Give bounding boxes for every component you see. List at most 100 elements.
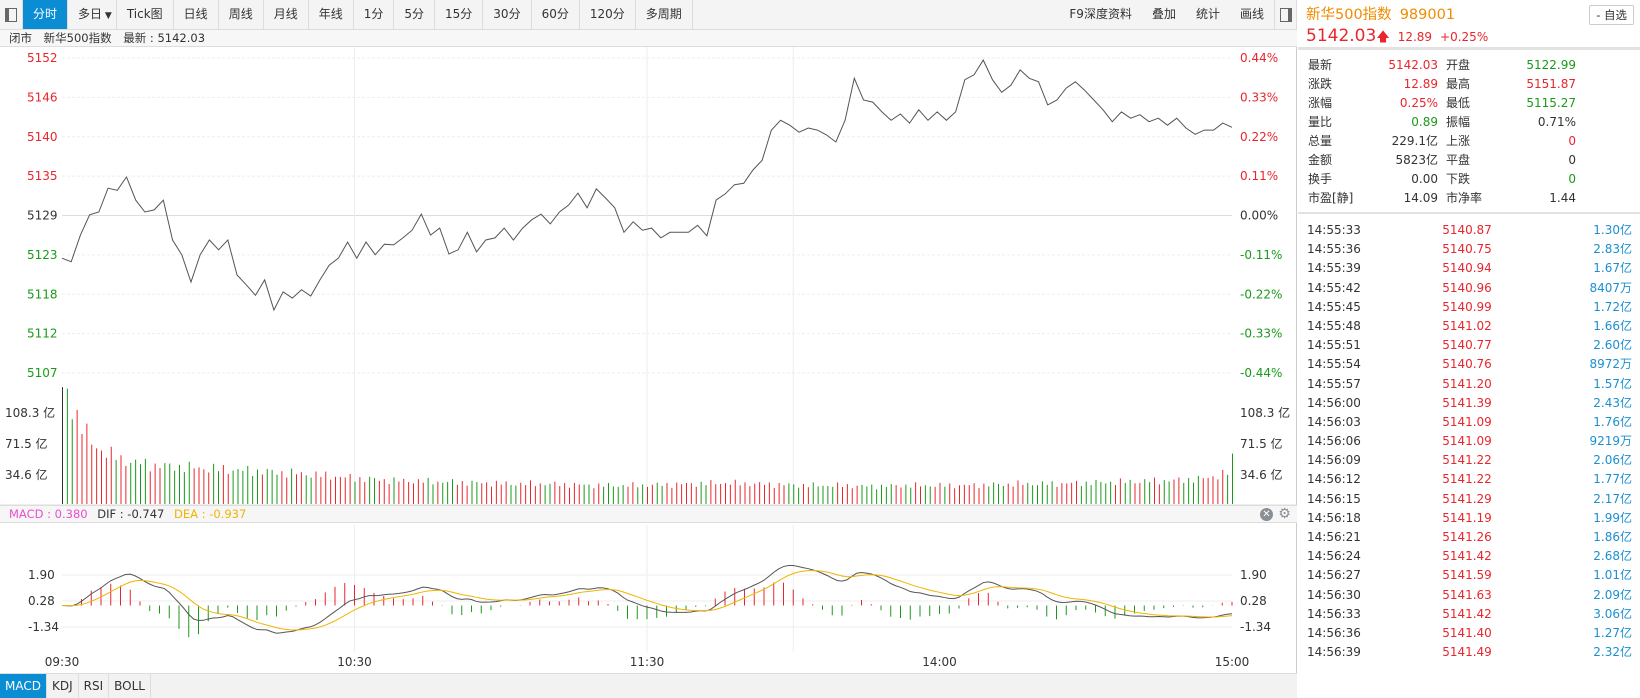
- indicator-tab[interactable]: BOLL: [109, 674, 151, 698]
- panel-icon: [5, 7, 17, 22]
- tick-row: 14:55:36 5140.75 2.83亿: [1307, 240, 1632, 259]
- stat-value: 229.1亿: [1391, 134, 1438, 148]
- macd-header: MACD : 0.380 DIF : -0.747 DEA : -0.937 ✕…: [0, 505, 1297, 523]
- toggle-right-panel-button[interactable]: [1274, 0, 1297, 29]
- tick-price: 5141.19: [1442, 510, 1492, 525]
- stat-value: 5142.03: [1388, 58, 1438, 72]
- pct-axis-label: -0.44%: [1240, 366, 1282, 380]
- indicator-tabs: MACD KDJ RSI BOLL: [0, 673, 1297, 698]
- price-axis-label: 5129: [27, 209, 58, 223]
- period-tab[interactable]: 60分: [532, 0, 580, 29]
- period-tab[interactable]: 月线: [264, 0, 309, 29]
- stat-label: 最高: [1446, 77, 1471, 91]
- tick-price: 5140.96: [1442, 280, 1492, 295]
- tick-price: 5141.63: [1442, 587, 1492, 602]
- tick-time: 14:56:24: [1307, 549, 1361, 564]
- stat-row: 涨跌 12.89 最高 5151.87: [1308, 75, 1632, 94]
- stat-value: 5151.87: [1526, 77, 1576, 91]
- tick-amount: 1.27亿: [1593, 625, 1632, 640]
- period-tab[interactable]: 年线: [309, 0, 354, 29]
- macd-axis-label: -1.34: [1240, 620, 1271, 634]
- tick-price: 5141.09: [1442, 434, 1492, 449]
- period-tab[interactable]: 5分: [394, 0, 436, 29]
- price-axis-label: 5152: [27, 51, 58, 65]
- macd-axis-label: 0.28: [1240, 594, 1267, 608]
- volume-axis-label: 34.6 亿: [1240, 467, 1283, 482]
- tick-price: 5141.22: [1442, 453, 1492, 468]
- tick-time: 14:55:39: [1307, 261, 1361, 276]
- stat-row: 市盈[静] 14.09 市净率 1.44: [1308, 189, 1632, 208]
- tick-time: 14:55:33: [1307, 223, 1361, 237]
- period-tab[interactable]: 分时: [23, 0, 69, 29]
- indicator-tab[interactable]: RSI: [79, 674, 110, 698]
- indicator-tab[interactable]: MACD: [0, 674, 47, 698]
- period-tab[interactable]: 120分: [580, 0, 636, 29]
- macd-axis-label: 1.90: [1240, 568, 1267, 582]
- tick-price: 5141.42: [1442, 606, 1492, 621]
- tick-row: 14:56:27 5141.59 1.01亿: [1307, 566, 1632, 585]
- pct-axis-label: 0.11%: [1240, 169, 1278, 183]
- volume-axis-label: 71.5 亿: [1240, 436, 1283, 451]
- period-toolbar: 分时 多日 ▼ Tick图 日线 周线 月线 年线 1分 5分 15分 30分 60分 120分 多周期 …: [0, 0, 1297, 30]
- stat-label: 涨跌: [1308, 77, 1333, 91]
- period-tab[interactable]: Tick图: [117, 0, 174, 29]
- tick-price: 5140.77: [1442, 338, 1492, 353]
- time-axis-label: 10:30: [337, 655, 372, 669]
- up-arrow-icon: 🡅: [1376, 30, 1390, 45]
- gear-icon[interactable]: ⚙: [1278, 506, 1291, 522]
- tick-row: 14:56:03 5141.09 1.76亿: [1307, 413, 1632, 432]
- dea-value: DEA : -0.937: [174, 507, 247, 521]
- toolbar-action[interactable]: F9深度资料: [1069, 7, 1132, 21]
- tick-row: 14:55:57 5141.20 1.57亿: [1307, 375, 1632, 394]
- tick-row: 14:55:54 5140.76 8972万: [1307, 355, 1632, 374]
- pct-axis-label: -0.22%: [1240, 287, 1282, 301]
- tick-price: 5141.40: [1442, 625, 1492, 640]
- tick-price: 5140.75: [1442, 242, 1492, 257]
- period-tab[interactable]: 多日 ▼: [68, 0, 117, 29]
- tick-time: 14:56:30: [1307, 587, 1361, 602]
- period-tab[interactable]: 多周期: [636, 0, 693, 29]
- stat-row: 总量 229.1亿 上涨 0: [1308, 132, 1632, 151]
- toolbar-action[interactable]: 画线: [1239, 7, 1264, 21]
- tick-row: 14:55:45 5140.99 1.72亿: [1307, 298, 1632, 317]
- tick-row: 14:56:12 5141.22 1.77亿: [1307, 470, 1632, 489]
- latest-price: 最新 : 5142.03: [123, 31, 206, 45]
- tick-amount: 2.83亿: [1593, 242, 1632, 257]
- period-tab[interactable]: 30分: [483, 0, 532, 29]
- stat-value: 0.71%: [1537, 115, 1576, 129]
- quote-price: 5142.03: [1306, 26, 1377, 46]
- intraday-chart[interactable]: 5152 0.44% 5146 0.33% 5140 0.22% 5135 0.11% 5129…: [0, 47, 1297, 673]
- volume-axis-label: 108.3 亿: [5, 405, 55, 420]
- stat-row: 最新 5142.03 开盘 5122.99: [1308, 56, 1632, 75]
- tick-price: 5141.09: [1442, 414, 1492, 429]
- stat-row: 换手 0.00 下跌 0: [1308, 170, 1632, 189]
- tick-amount: 1.30亿: [1593, 223, 1632, 237]
- tick-row: 14:55:51 5140.77 2.60亿: [1307, 336, 1632, 355]
- tick-amount: 3.06亿: [1593, 606, 1632, 621]
- period-tab[interactable]: 日线: [174, 0, 219, 29]
- stat-value: 0: [1568, 153, 1576, 167]
- toolbar-action[interactable]: 叠加: [1151, 7, 1176, 21]
- tick-amount: 8972万: [1589, 357, 1632, 372]
- close-icon[interactable]: ✕: [1260, 508, 1273, 521]
- price-axis-label: 5135: [27, 169, 58, 183]
- tick-time: 14:55:51: [1307, 338, 1361, 353]
- price-axis-label: 5107: [27, 366, 58, 380]
- period-tab[interactable]: 周线: [219, 0, 264, 29]
- price-axis-label: 5118: [27, 287, 58, 301]
- tick-amount: 2.09亿: [1593, 587, 1632, 602]
- add-favorite-button[interactable]: - 自选: [1589, 5, 1634, 25]
- stat-label: 开盘: [1446, 58, 1471, 72]
- tick-price: 5140.76: [1442, 357, 1492, 372]
- quote-panel: 新华500指数 989001 5142.03🡅 12.89 +0.25% - 自选 最…: [1298, 0, 1640, 698]
- tick-time: 14:55:57: [1307, 376, 1361, 391]
- toggle-left-panel-button[interactable]: [0, 0, 23, 29]
- period-tab[interactable]: 1分: [354, 0, 395, 29]
- tick-amount: 1.99亿: [1593, 510, 1632, 525]
- indicator-tab[interactable]: KDJ: [47, 674, 79, 698]
- price-axis-label: 5140: [27, 130, 58, 144]
- toolbar-action[interactable]: 统计: [1195, 7, 1220, 21]
- macd-value: MACD : 0.380: [9, 507, 88, 521]
- stat-row: 涨幅 0.25% 最低 5115.27: [1308, 94, 1632, 113]
- period-tab[interactable]: 15分: [435, 0, 484, 29]
